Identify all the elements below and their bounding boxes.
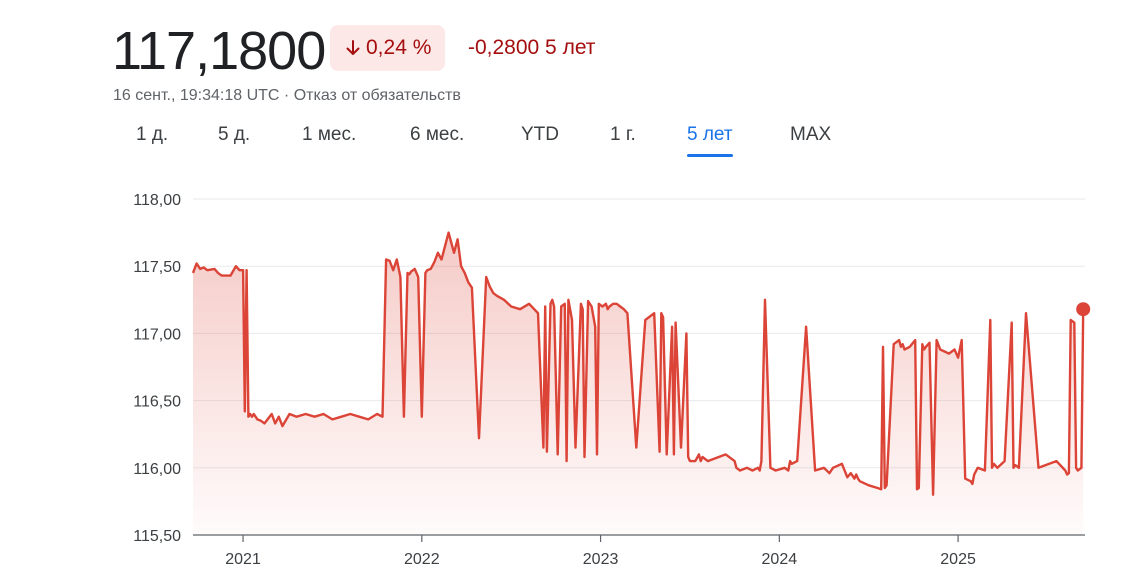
y-tick-label: 117,50: [133, 259, 181, 276]
range-tab-max[interactable]: MAX: [790, 124, 832, 145]
arrow-down-icon: [346, 40, 360, 55]
range-tab-6m[interactable]: 6 мес.: [410, 124, 465, 145]
x-tick-label: 2023: [583, 551, 619, 568]
last-price-marker: [1076, 302, 1091, 317]
range-tab-ytd[interactable]: YTD: [521, 124, 559, 145]
change-absolute: -0,2800 5 лет: [468, 36, 596, 59]
x-tick-label: 2024: [762, 551, 798, 568]
y-tick-label: 116,00: [133, 461, 181, 478]
range-tab-1m[interactable]: 1 мес.: [302, 124, 357, 145]
quote-meta: 16 сент., 19:34:18 UTC · Отказ от обязат…: [113, 87, 461, 104]
y-tick-label: 116,50: [133, 394, 181, 411]
change-percent-badge: 0,24 %: [330, 25, 446, 71]
y-tick-label: 117,00: [133, 326, 181, 343]
price-area-fill: [193, 232, 1084, 535]
range-tab-5y[interactable]: 5 лет: [687, 124, 733, 157]
x-tick-label: 2021: [225, 551, 261, 568]
range-tab-1y[interactable]: 1 г.: [610, 124, 636, 145]
x-tick-label: 2025: [940, 551, 976, 568]
price-chart[interactable]: 118,00 117,50 117,00 116,50 116,00 115,50 202…: [0, 180, 1136, 569]
change-percent-value: 0,24 %: [366, 36, 432, 59]
x-tick-label: 2022: [404, 551, 440, 568]
price-line: [191, 231, 1085, 496]
y-tick-label: 118,00: [133, 192, 181, 209]
y-tick-label: 115,50: [133, 528, 181, 545]
range-tab-1d[interactable]: 1 д.: [136, 124, 169, 145]
current-price: 117,1800: [112, 21, 326, 81]
range-tab-5d[interactable]: 5 д.: [218, 124, 251, 145]
